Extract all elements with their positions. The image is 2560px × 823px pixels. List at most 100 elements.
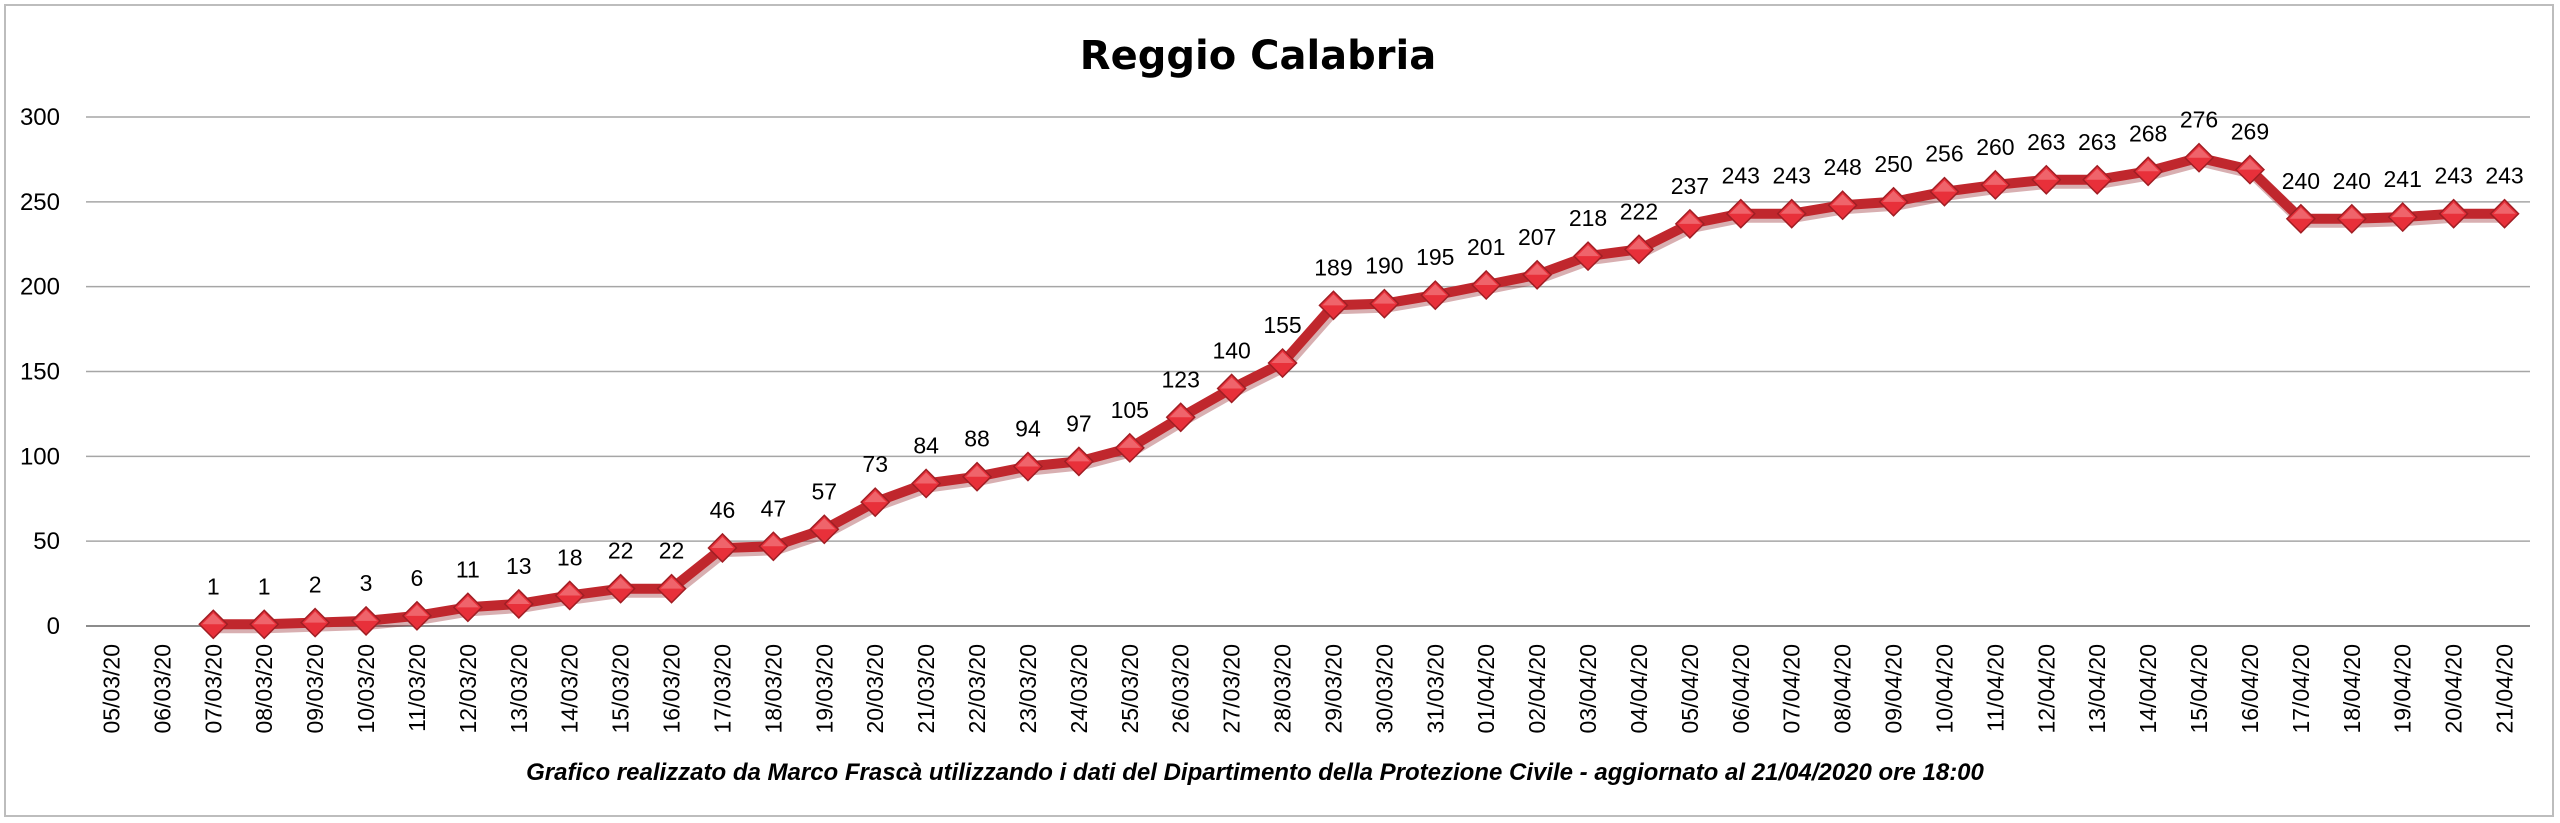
data-label: 22 [608,538,634,564]
data-label: 140 [1212,337,1250,363]
data-label: 46 [710,497,736,523]
data-point-highlight [1780,202,1803,214]
data-label: 6 [411,565,424,591]
x-tick-label: 27/03/20 [1219,644,1245,734]
data-label: 222 [1620,198,1658,224]
data-label: 269 [2231,119,2269,145]
x-tick-label: 04/04/20 [1626,644,1652,734]
x-tick-label: 06/04/20 [1728,644,1754,734]
x-tick-label: 26/03/20 [1168,644,1194,734]
x-tick-label: 02/04/20 [1524,644,1550,734]
y-tick-label: 300 [20,104,60,131]
data-point-highlight [1882,190,1905,202]
x-tick-label: 14/03/20 [557,644,583,734]
x-tick-label: 16/04/20 [2237,644,2263,734]
x-tick-label: 14/04/20 [2135,644,2161,734]
x-tick-label: 20/04/20 [2441,644,2467,734]
series-line [208,152,2513,634]
data-label: 248 [1823,154,1861,180]
data-point-highlight [2391,206,2414,218]
data-label: 201 [1467,234,1505,260]
x-tick-label: 25/03/20 [1117,644,1143,734]
y-tick-label: 0 [47,613,60,640]
data-label: 22 [659,538,685,564]
data-label: 243 [2434,163,2472,189]
data-label: 260 [1976,134,2014,160]
x-tick-label: 07/03/20 [200,644,226,734]
x-tick-label: 17/04/20 [2288,644,2314,734]
data-point-highlight [1577,245,1600,257]
data-point-highlight [1984,173,2007,185]
data-point-highlight [1271,352,1294,364]
y-tick-label: 200 [20,274,60,301]
x-tick-label: 10/04/20 [1931,644,1957,734]
x-tick-label: 01/04/20 [1473,644,1499,734]
data-point-highlight [253,613,276,625]
x-tick-label: 12/03/20 [455,644,481,734]
data-point-highlight [1067,450,1090,462]
data-point-highlight [1526,263,1549,275]
x-tick-label: 22/03/20 [964,644,990,734]
data-point-highlight [304,611,327,623]
y-tick-label: 250 [20,189,60,216]
data-label: 155 [1263,312,1301,338]
x-tick-label: 19/04/20 [2390,644,2416,734]
data-label: 18 [557,544,583,570]
data-point-highlight [1729,202,1752,214]
x-tick-label: 19/03/20 [811,644,837,734]
data-label: 11 [456,556,480,582]
x-tick-label: 15/03/20 [608,644,634,734]
data-point-highlight [558,584,581,596]
x-tick-label: 13/03/20 [506,644,532,734]
x-tick-label: 11/03/20 [404,644,430,732]
data-point-highlight [2289,207,2312,219]
data-label: 263 [2078,129,2116,155]
data-point-highlight [456,596,479,608]
data-label: 123 [1162,366,1200,392]
data-label: 268 [2129,120,2167,146]
data-point-highlight [1322,294,1345,306]
data-label: 2 [309,572,322,598]
data-label: 256 [1925,141,1963,167]
chart-footer: Grafico realizzato da Marco Frascà utili… [526,759,1984,786]
x-tick-label: 17/03/20 [709,644,735,734]
x-tick-label: 08/03/20 [251,644,277,734]
data-label: 13 [506,553,532,579]
data-label: 47 [761,495,787,521]
data-label: 218 [1569,205,1607,231]
x-tick-label: 28/03/20 [1270,644,1296,734]
x-tick-label: 09/03/20 [302,644,328,734]
data-point-highlight [660,577,683,589]
data-point-highlight [202,613,225,625]
data-label: 237 [1671,173,1709,199]
y-tick-label: 150 [20,359,60,386]
x-tick-label: 06/03/20 [149,644,175,734]
x-tick-label: 10/03/20 [353,644,379,734]
data-point-highlight [2238,158,2261,170]
x-tick-label: 21/03/20 [913,644,939,734]
data-label: 241 [2384,166,2422,192]
x-tick-label: 16/03/20 [659,644,685,734]
data-point-highlight [1424,284,1447,296]
x-tick-label: 13/04/20 [2084,644,2110,734]
data-point-highlight [355,609,378,621]
x-tick-label: 07/04/20 [1779,644,1805,734]
data-label: 88 [964,426,990,452]
data-label: 243 [1722,163,1760,189]
data-point-highlight [1475,273,1498,285]
data-point-highlight [711,536,734,548]
data-point-highlight [405,604,428,616]
y-tick-label: 100 [20,443,60,470]
x-tick-label: 23/03/20 [1015,644,1041,734]
y-tick-label: 50 [33,528,60,555]
data-point-highlight [609,577,632,589]
data-label: 189 [1314,254,1352,280]
x-tick-label: 20/03/20 [862,644,888,734]
x-tick-label: 05/03/20 [98,644,124,734]
data-point-highlight [2086,168,2109,180]
x-tick-label: 18/03/20 [760,644,786,734]
data-point-highlight [2035,168,2058,180]
data-point-highlight [2493,202,2516,214]
